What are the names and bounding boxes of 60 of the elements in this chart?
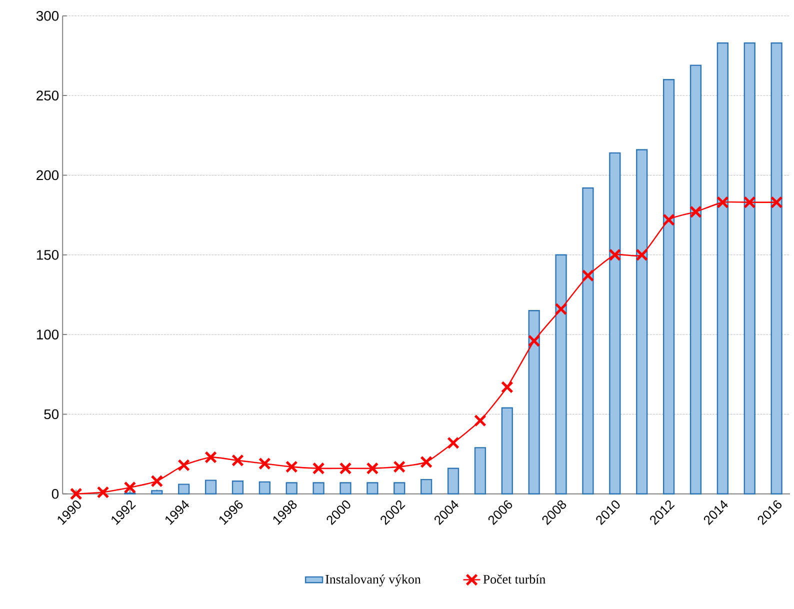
point <box>258 457 271 470</box>
point <box>150 474 164 488</box>
point <box>339 462 352 475</box>
bar <box>528 310 540 494</box>
point <box>528 334 540 348</box>
bar <box>636 149 648 494</box>
point <box>554 302 568 316</box>
bar <box>447 468 460 494</box>
bar <box>178 484 190 494</box>
bar <box>690 64 702 494</box>
point <box>70 488 82 500</box>
bar <box>286 482 298 494</box>
bar <box>770 42 782 494</box>
point <box>662 214 676 226</box>
y-tick-label: 100 <box>36 330 59 340</box>
bar <box>555 254 567 494</box>
point <box>770 196 783 208</box>
point <box>393 460 406 473</box>
point <box>636 248 648 262</box>
bar <box>312 482 324 494</box>
bar <box>609 152 621 494</box>
legend-label: Instalovaný výkon <box>326 574 421 586</box>
point <box>232 454 244 467</box>
bar <box>258 481 270 494</box>
bar <box>232 480 244 494</box>
point <box>366 462 379 475</box>
point <box>500 380 514 394</box>
point <box>608 248 622 262</box>
bar <box>501 407 513 494</box>
bar <box>204 480 217 494</box>
bar <box>474 447 486 494</box>
point <box>420 456 433 468</box>
bar <box>716 42 728 494</box>
point <box>690 206 702 218</box>
point <box>447 436 460 450</box>
y-tick-label: 300 <box>36 10 59 21</box>
point <box>743 196 756 208</box>
bar <box>151 490 163 494</box>
bar <box>420 478 432 494</box>
y-tick-label: 250 <box>36 90 59 100</box>
point <box>474 414 486 427</box>
point <box>124 481 136 494</box>
y-tick-label: 150 <box>36 250 59 260</box>
legend-label: Počet turbín <box>483 574 546 584</box>
bar <box>394 482 406 494</box>
bar <box>662 78 675 494</box>
bar <box>744 42 756 494</box>
bar <box>582 187 594 494</box>
point <box>312 462 325 475</box>
point <box>178 458 190 472</box>
bar <box>340 482 352 494</box>
point <box>716 196 729 208</box>
point <box>96 486 110 498</box>
point <box>204 450 217 464</box>
y-tick-label: 50 <box>44 409 59 420</box>
y-tick-label: 200 <box>36 170 59 180</box>
y-tick-label: 0 <box>52 488 59 499</box>
bar <box>366 482 378 494</box>
point <box>285 460 298 473</box>
point <box>582 269 594 282</box>
